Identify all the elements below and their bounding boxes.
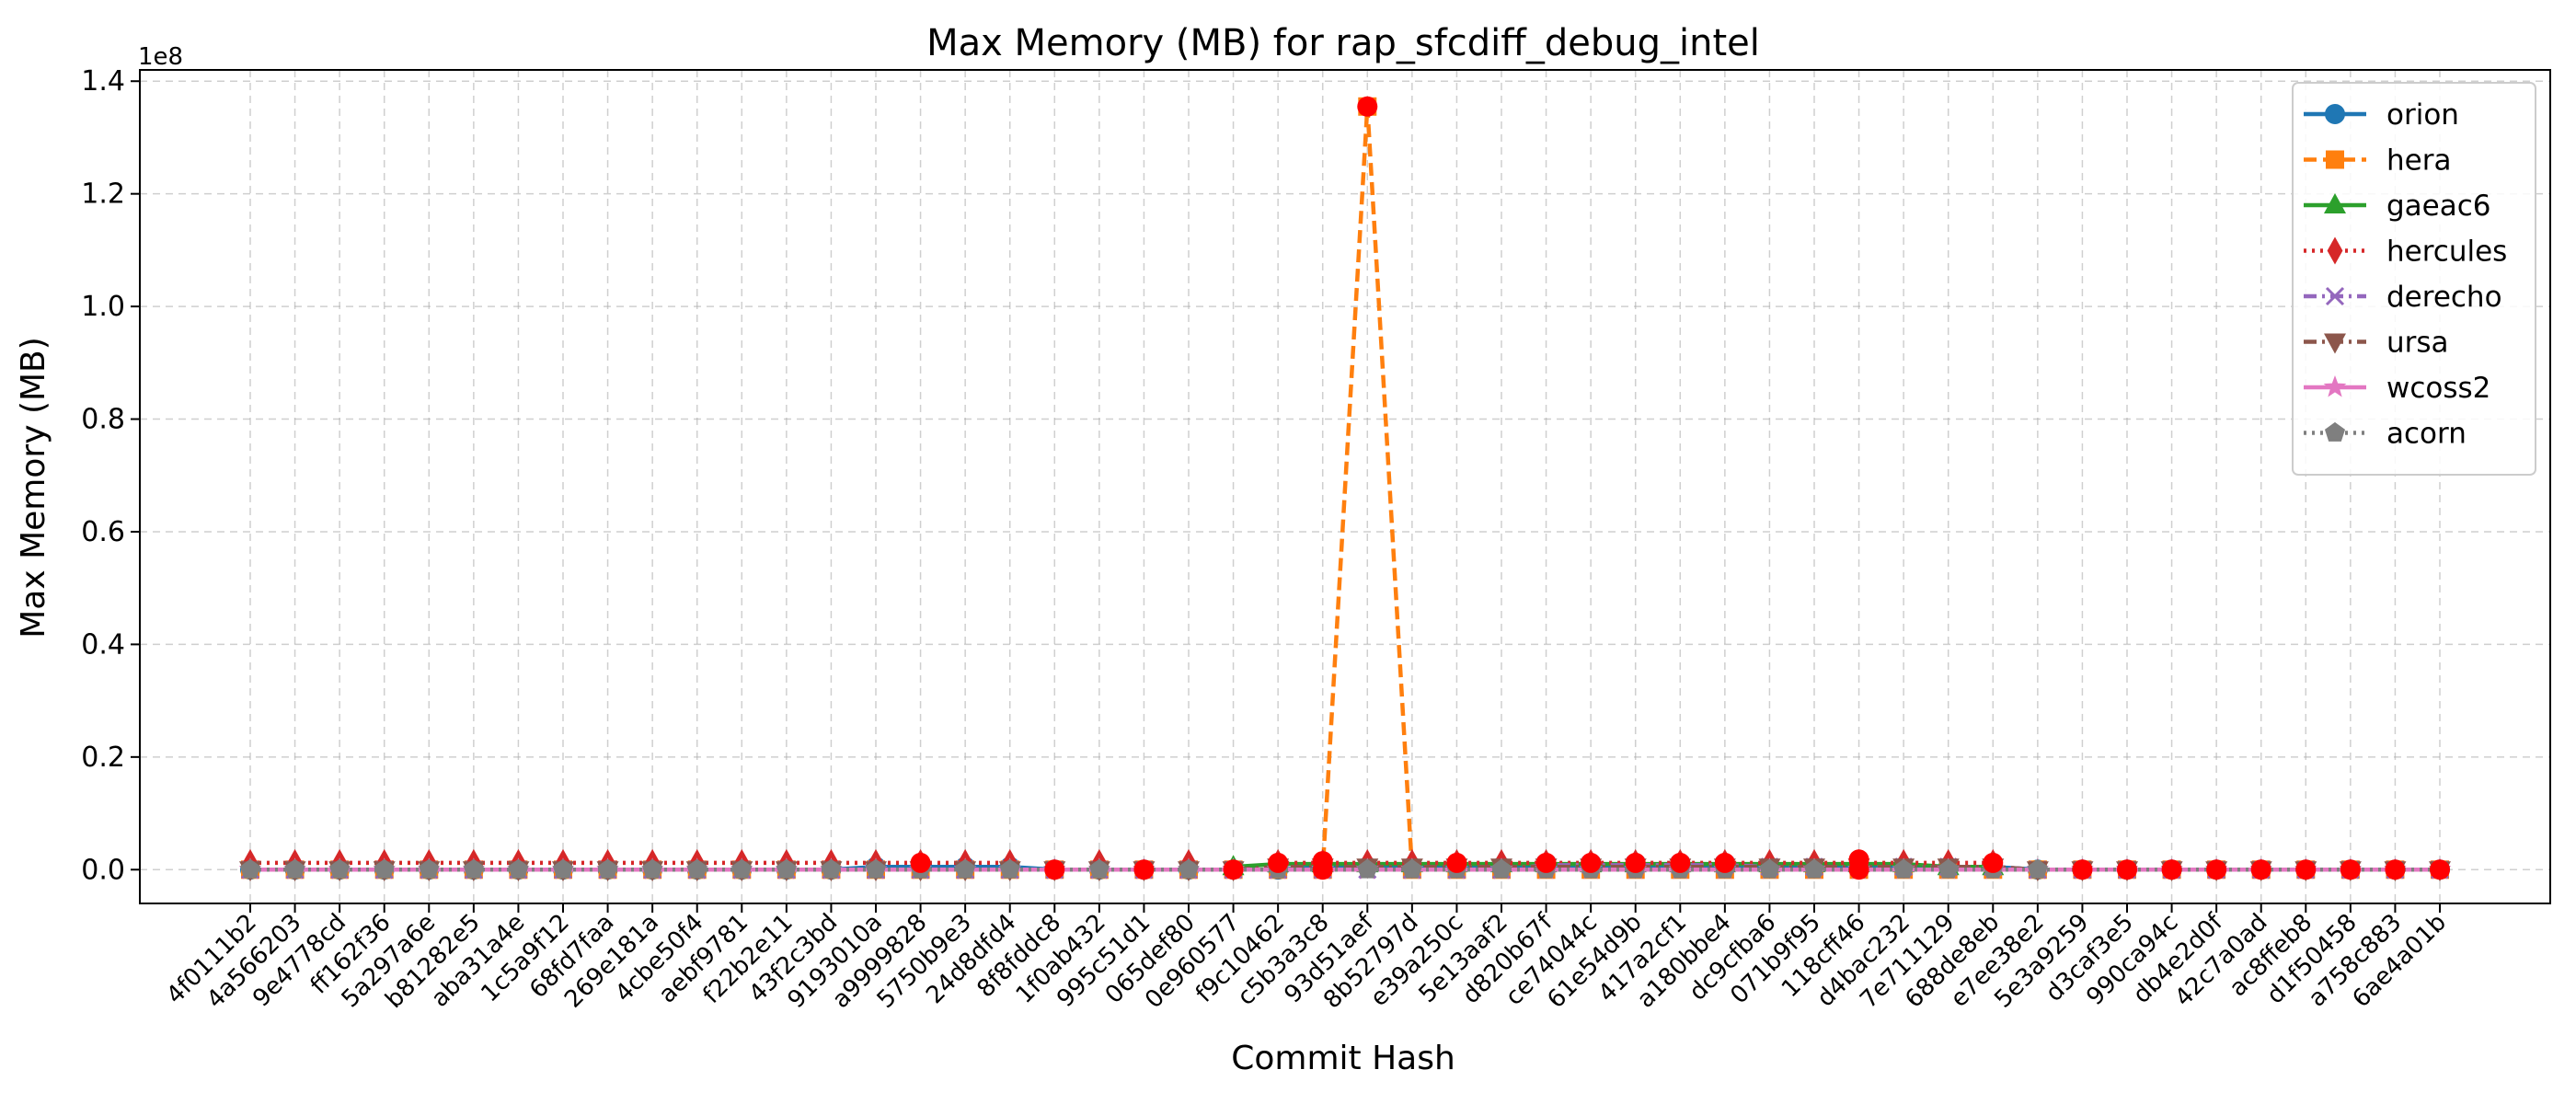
data-point bbox=[2323, 375, 2347, 397]
y-tick-label: 0.8 bbox=[81, 404, 125, 436]
y-tick-label: 1.0 bbox=[81, 291, 125, 323]
data-point bbox=[239, 858, 261, 879]
data-point bbox=[2324, 333, 2346, 354]
data-point bbox=[419, 858, 440, 879]
highlight-point bbox=[1670, 852, 1691, 873]
legend: orion hera gaeac6 hercules derecho ursa wcoss2… bbox=[2292, 82, 2536, 476]
data-point bbox=[776, 858, 797, 879]
data-point bbox=[508, 858, 529, 879]
highlight-point bbox=[2250, 859, 2271, 880]
x-axis-label: Commit Hash bbox=[1231, 1040, 1455, 1077]
highlight-point bbox=[1223, 859, 1244, 880]
highlight-point bbox=[1044, 859, 1065, 880]
highlight-point bbox=[2340, 859, 2361, 880]
data-point bbox=[1803, 858, 1825, 879]
y-tick-label: 0.4 bbox=[81, 628, 125, 661]
grid-lines bbox=[140, 70, 2550, 903]
highlight-point bbox=[910, 852, 931, 873]
plot-frame bbox=[139, 69, 2551, 904]
data-point bbox=[1357, 858, 1378, 879]
legend-label: derecho bbox=[2386, 281, 2502, 314]
y-tick-label: 0.2 bbox=[81, 742, 125, 774]
y-axis-label: Max Memory (MB) bbox=[15, 337, 52, 638]
data-point bbox=[2326, 150, 2344, 169]
highlight-point bbox=[1535, 852, 1557, 873]
highlight-point bbox=[2295, 859, 2317, 880]
legend-label: acorn bbox=[2386, 418, 2467, 451]
data-point bbox=[329, 858, 351, 879]
data-point bbox=[731, 858, 753, 879]
highlight-point bbox=[1133, 859, 1155, 880]
data-point bbox=[2327, 236, 2343, 265]
data-point bbox=[463, 858, 484, 879]
highlight-point bbox=[1848, 859, 1869, 880]
y-tick-label: 0.6 bbox=[81, 516, 125, 548]
highlight-point bbox=[2385, 859, 2406, 880]
legend-box bbox=[2292, 82, 2536, 476]
data-point bbox=[686, 858, 707, 879]
y-scale-label: 1e8 bbox=[138, 43, 183, 71]
legend-label: ursa bbox=[2386, 327, 2449, 360]
highlight-point bbox=[2161, 859, 2182, 880]
legend-label: wcoss2 bbox=[2386, 372, 2490, 405]
data-point bbox=[2325, 104, 2345, 124]
data-point bbox=[2027, 858, 2048, 879]
highlight-point bbox=[1714, 852, 1735, 873]
data-point bbox=[2325, 286, 2345, 306]
highlight-point bbox=[1581, 852, 1602, 873]
highlight-points bbox=[910, 96, 2450, 880]
data-point bbox=[999, 858, 1020, 879]
data-point bbox=[642, 858, 663, 879]
legend-label: orion bbox=[2386, 98, 2459, 132]
legend-label: hercules bbox=[2386, 236, 2507, 269]
data-point bbox=[865, 858, 887, 879]
highlight-point bbox=[2117, 859, 2137, 880]
data-point bbox=[284, 858, 305, 879]
highlight-point bbox=[1983, 852, 2004, 873]
highlight-point bbox=[1312, 851, 1333, 872]
y-tick-label: 1.2 bbox=[81, 178, 125, 211]
data-point bbox=[552, 858, 574, 879]
data-point bbox=[597, 858, 618, 879]
data-point bbox=[1178, 858, 1200, 879]
data-point bbox=[1490, 858, 1512, 879]
data-point bbox=[1893, 858, 1915, 879]
data-point bbox=[1088, 858, 1110, 879]
chart-title: Max Memory (MB) for rap_sfcdiff_debug_in… bbox=[926, 22, 1760, 64]
highlight-point bbox=[1357, 96, 1378, 117]
highlight-point bbox=[1268, 852, 1289, 873]
data-point bbox=[1938, 858, 1959, 879]
highlight-point bbox=[1625, 852, 1646, 873]
data-point bbox=[1759, 858, 1780, 879]
data-point bbox=[1401, 858, 1422, 879]
legend-label: hera bbox=[2386, 144, 2451, 178]
legend-label: gaeac6 bbox=[2386, 190, 2491, 223]
data-point bbox=[2324, 193, 2346, 213]
data-point bbox=[374, 858, 395, 879]
highlight-point bbox=[2206, 859, 2227, 880]
series-line bbox=[250, 104, 2440, 872]
highlight-point bbox=[2430, 859, 2450, 880]
data-point bbox=[821, 858, 842, 879]
y-tick-label: 1.4 bbox=[81, 65, 125, 98]
highlight-point bbox=[2072, 859, 2093, 880]
highlight-point bbox=[1446, 852, 1467, 873]
y-tick-label: 0.0 bbox=[81, 854, 125, 886]
data-point bbox=[955, 858, 976, 879]
data-point bbox=[2324, 421, 2346, 442]
